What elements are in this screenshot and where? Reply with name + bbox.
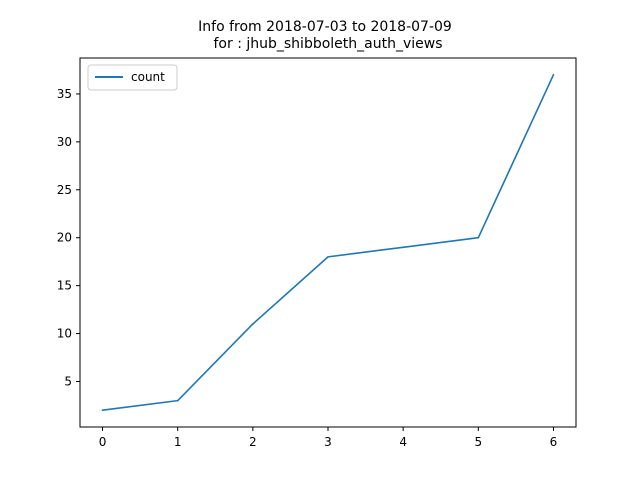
x-tick-label: 0 xyxy=(99,435,107,449)
data-point xyxy=(402,246,404,249)
series-line-count xyxy=(102,74,555,412)
x-tick-label: 6 xyxy=(550,435,558,449)
axes-frame xyxy=(79,57,577,428)
y-tick-label: 10 xyxy=(57,327,72,341)
data-point xyxy=(101,409,104,412)
y-tick-label: 35 xyxy=(57,87,72,101)
legend-label-count: count xyxy=(131,70,165,84)
x-tick-label: 2 xyxy=(249,435,257,449)
chart-title-line-1: Info from 2018-07-03 to 2018-07-09 xyxy=(198,19,452,35)
x-tick-label: 1 xyxy=(174,435,182,449)
data-point xyxy=(252,323,254,325)
data-point xyxy=(176,399,179,402)
axes-ticks: 0 1 2 3 4 5 6 5 10 15 20 25 30 35 xyxy=(57,87,558,449)
y-tick-label: 5 xyxy=(64,374,72,388)
y-tick-label: 25 xyxy=(57,183,72,197)
y-tick-label: 15 xyxy=(57,279,72,293)
x-tick-label: 4 xyxy=(399,435,407,449)
y-tick-label: 30 xyxy=(57,135,72,149)
data-point xyxy=(552,73,555,76)
chart-title-line-2: for : jhub_shibboleth_auth_views xyxy=(214,36,443,52)
data-point xyxy=(327,256,329,258)
x-tick-label: 3 xyxy=(324,435,332,449)
x-tick-label: 5 xyxy=(474,435,482,449)
legend: count xyxy=(87,64,178,91)
data-point xyxy=(477,236,480,239)
legend-box xyxy=(87,64,178,91)
y-tick-label: 20 xyxy=(57,231,72,245)
series-layer xyxy=(101,73,555,412)
